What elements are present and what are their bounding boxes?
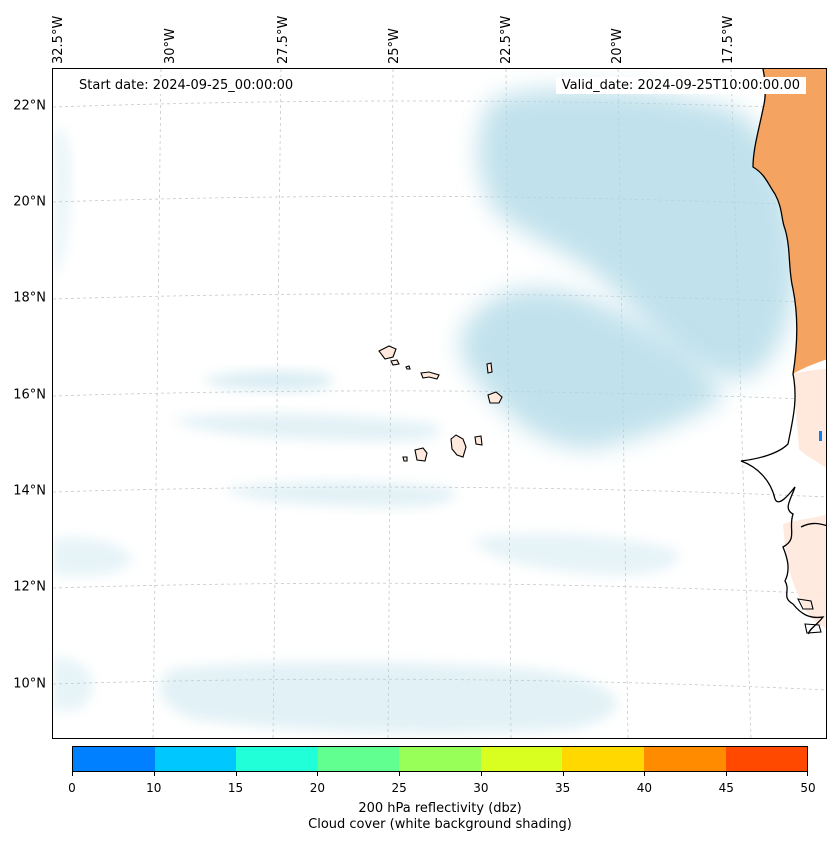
island-sal (486, 362, 493, 374)
longitude-label: 17.5°W (721, 15, 736, 64)
coastline-guinea-islands (797, 598, 822, 634)
colorbar-segment (725, 747, 808, 771)
colorbar-tick-mark (644, 772, 646, 776)
latitude-label: 10°N (13, 676, 46, 692)
cape-verde-islands (378, 345, 503, 462)
colorbar-tick-mark (153, 772, 155, 776)
valid-date-label: Valid_date: 2024-09-25T10:00:00.00 (555, 77, 806, 94)
longitude-label: 32.5°W (51, 15, 66, 64)
colorbar-segment (317, 747, 400, 771)
colorbar-tick-label: 0 (68, 781, 76, 795)
colorbar-tick-label: 45 (718, 781, 734, 795)
colorbar-tick-mark (317, 772, 319, 776)
colorbar-tick-label: 30 (473, 781, 489, 795)
colorbar-tick-label: 25 (391, 781, 407, 795)
colorbar-tick-mark (562, 772, 564, 776)
map-canvas (53, 69, 826, 738)
cloud-patch-southwest (53, 537, 133, 576)
latitude-label: 18°N (13, 290, 46, 306)
colorbar-title: 200 hPa reflectivity (dbz) Cloud cover (… (72, 801, 808, 833)
colorbar-tick-mark (235, 772, 237, 776)
cloud-patch-left (53, 658, 93, 711)
latitude-label: 12°N (13, 579, 46, 595)
gridline-lon-27-5w (272, 69, 282, 738)
map-panel: Start date: 2024-09-25_00:00:00 Valid_da… (52, 68, 827, 739)
coastline (740, 69, 826, 635)
colorbar-label-line1: 200 hPa reflectivity (dbz) (358, 801, 522, 816)
island-fogo (414, 447, 428, 462)
colorbar-label-line2: Cloud cover (white background shading) (308, 817, 572, 832)
colorbar-tick-mark (480, 772, 482, 776)
colorbar-tick-mark (726, 772, 728, 776)
colorbar-tick-label: 40 (636, 781, 653, 795)
land-pale-senegal (793, 369, 826, 468)
colorbar-ticks: 0 10 15 20 25 30 35 40 45 50 (68, 772, 816, 796)
gridline-lon-17-5w (730, 69, 752, 738)
longitude-label: 27.5°W (276, 15, 291, 64)
colorbar-tick-label: 15 (227, 781, 244, 795)
cloud-patch-far-west (53, 128, 72, 279)
island-sao-vicente (390, 359, 400, 366)
graticule (53, 69, 826, 738)
cloud-streak-west (203, 370, 333, 391)
colorbar (72, 746, 808, 772)
latitude-label: 20°N (13, 194, 46, 210)
cloud-patch-south-edge (159, 662, 617, 734)
colorbar-tick-label: 10 (146, 781, 162, 795)
colorbar-segment (562, 747, 644, 771)
island-santa-luzia (405, 365, 411, 370)
land-pale-guinea (783, 514, 826, 629)
cloud-band-central (460, 288, 723, 449)
colorbar-segment (480, 747, 563, 771)
colorbar-tick-label: 35 (555, 781, 571, 795)
land-warm-west-sahara (753, 69, 826, 374)
start-date-label: Start date: 2024-09-25_00:00:00 (73, 77, 300, 94)
colorbar-segment (643, 747, 726, 771)
island-boa-vista (487, 391, 503, 404)
reflectivity-cell (819, 431, 822, 441)
colorbar-tick-mark (72, 772, 73, 776)
cloud-patch-southeast (473, 533, 679, 575)
latitude-labels: 22°N 20°N 18°N 16°N 14°N 12°N 10°N (0, 68, 52, 739)
latitude-label: 22°N (13, 98, 46, 114)
colorbar-tick-mark (399, 772, 401, 776)
africa-coast (740, 69, 826, 635)
gridline-lat-12n (53, 582, 826, 595)
colorbar-segment (236, 747, 318, 771)
longitude-label: 30°W (163, 28, 178, 64)
longitude-labels: 32.5°W 30°W 27.5°W 25°W 22.5°W 20°W 17.5°W (0, 0, 837, 68)
island-brava (402, 456, 408, 462)
cloud-streak-south1 (173, 413, 441, 442)
island-maio (474, 435, 483, 446)
longitude-label: 20°W (610, 28, 625, 64)
island-santiago (450, 434, 467, 458)
island-santo-antao (378, 345, 397, 360)
latitude-label: 16°N (13, 387, 46, 403)
longitude-label: 25°W (387, 28, 402, 64)
gridline-lon-20w (617, 69, 629, 738)
colorbar-tick-label: 50 (800, 781, 816, 795)
cloud-mass-north (478, 88, 798, 379)
colorbar-tick-mark (807, 772, 808, 776)
colorbar-tick-label: 20 (309, 781, 325, 795)
colorbar-segment (73, 747, 155, 771)
colorbar-segment (154, 747, 237, 771)
gridline-lon-22-5w (505, 69, 512, 738)
island-sao-nicolau (420, 371, 440, 380)
cloud-cover-shading (53, 88, 798, 734)
latitude-label: 14°N (13, 483, 46, 499)
longitude-label: 22.5°W (499, 15, 514, 64)
gridline-lon-25w (387, 69, 394, 738)
gridline-lon-30w (152, 69, 162, 738)
colorbar-segment (399, 747, 481, 771)
cloud-streak-south2 (223, 481, 456, 508)
